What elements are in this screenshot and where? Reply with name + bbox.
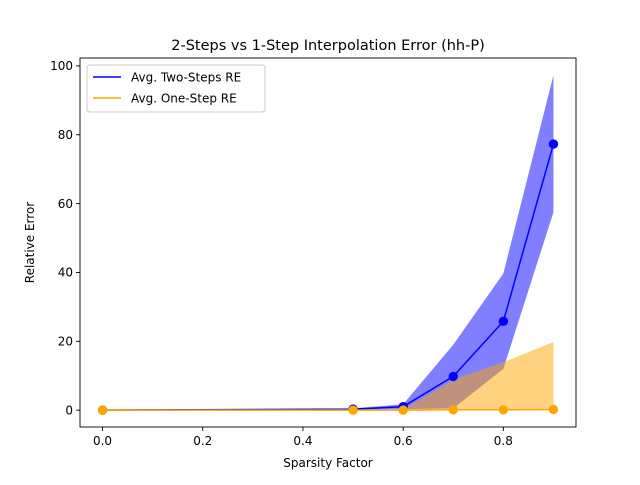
x-tick-label: 0.4: [293, 434, 312, 448]
chart-title: 2-Steps vs 1-Step Interpolation Error (h…: [171, 38, 485, 54]
x-tick-label: 0.8: [494, 434, 513, 448]
y-tick-label: 0: [65, 403, 73, 417]
y-tick-label: 100: [50, 59, 73, 73]
series-1-point: [97, 405, 108, 415]
series-1-point: [498, 405, 509, 415]
series-0-point: [448, 371, 458, 382]
legend: Avg. Two-Steps RE Avg. One-Step RE: [86, 64, 266, 113]
series-1-point: [348, 405, 358, 415]
y-tick-label: 20: [58, 335, 73, 349]
series-1-confidence-band: [102, 341, 554, 411]
x-axis: 0.0 0.2 0.4 0.6 0.8: [93, 427, 513, 448]
series-points: [97, 139, 559, 415]
y-tick-label: 60: [58, 197, 73, 211]
legend-label-one-step: Avg. One-Step RE: [131, 92, 237, 106]
x-tick-label: 0.6: [394, 434, 413, 448]
legend-label-two-steps: Avg. Two-Steps RE: [131, 71, 241, 85]
series-1-point: [398, 405, 408, 415]
legend-frame: [86, 64, 266, 113]
x-tick-label: 0.2: [193, 434, 212, 448]
series-0-line: [102, 143, 555, 411]
series-0-point: [548, 139, 559, 149]
series-lines: [102, 143, 555, 411]
series-0-point: [498, 316, 509, 327]
plot-frame: [79, 57, 577, 428]
series-1-point: [448, 405, 458, 415]
x-tick-label: 0.0: [93, 434, 112, 448]
series-1-point: [548, 404, 559, 415]
confidence-bands: [102, 75, 554, 411]
y-axis: 0 20 40 60 80 100: [50, 59, 80, 417]
y-tick-label: 80: [58, 128, 73, 142]
x-axis-label: Sparsity Factor: [283, 456, 373, 470]
y-axis-label: Relative Error: [23, 202, 37, 284]
series-1-line: [102, 408, 554, 411]
y-tick-label: 40: [58, 266, 73, 280]
